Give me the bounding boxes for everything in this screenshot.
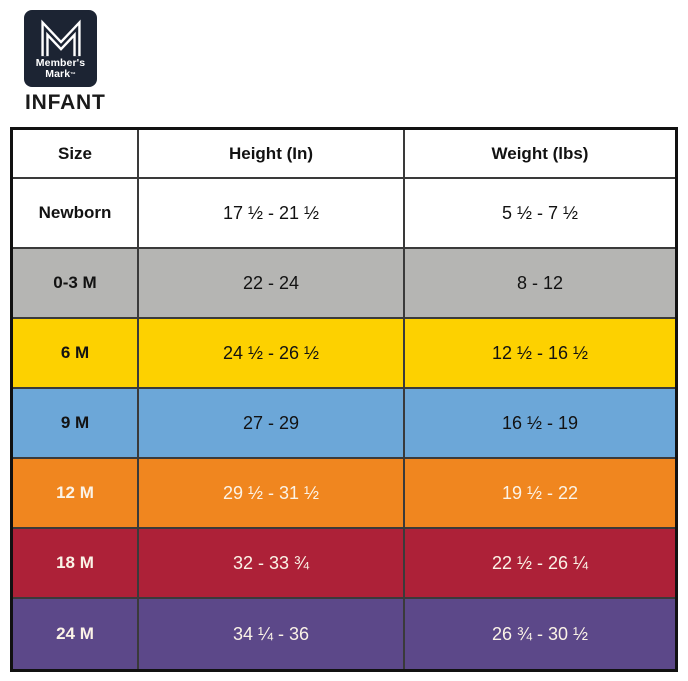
weight-cell: 8 - 12 <box>405 249 675 319</box>
height-cell: 24 ½ - 26 ½ <box>139 319 405 389</box>
logo-wordmark: Member's Mark™ <box>35 56 86 82</box>
height-cell: 32 - 33 ¾ <box>139 529 405 599</box>
height-cell: 17 ½ - 21 ½ <box>139 179 405 249</box>
column-header-size: Size <box>13 130 139 179</box>
members-mark-logo: Member's Mark™ <box>24 10 97 87</box>
weight-cell: 16 ½ - 19 <box>405 389 675 459</box>
column-header-weight: Weight (lbs) <box>405 130 675 179</box>
column-header-height: Height (In) <box>139 130 405 179</box>
logo-text-line2: Mark™ <box>45 68 76 81</box>
page-title: INFANT <box>25 91 106 114</box>
members-mark-m-icon <box>40 19 81 56</box>
weight-cell: 12 ½ - 16 ½ <box>405 319 675 389</box>
size-cell: 9 M <box>13 389 139 459</box>
size-cell: 24 M <box>13 599 139 669</box>
height-cell: 29 ½ - 31 ½ <box>139 459 405 529</box>
logo-text-line1: Member's <box>35 56 86 69</box>
size-cell: 18 M <box>13 529 139 599</box>
infant-size-table: Size Height (In) Weight (lbs) Newborn 17 … <box>10 127 678 672</box>
weight-cell: 5 ½ - 7 ½ <box>405 179 675 249</box>
size-cell: 6 M <box>13 319 139 389</box>
trademark-symbol: ™ <box>70 72 76 79</box>
height-cell: 22 - 24 <box>139 249 405 319</box>
weight-cell: 19 ½ - 22 <box>405 459 675 529</box>
size-cell: Newborn <box>13 179 139 249</box>
height-cell: 34 ¼ - 36 <box>139 599 405 669</box>
size-cell: 0-3 M <box>13 249 139 319</box>
height-cell: 27 - 29 <box>139 389 405 459</box>
weight-cell: 26 ¾ - 30 ½ <box>405 599 675 669</box>
size-cell: 12 M <box>13 459 139 529</box>
weight-cell: 22 ½ - 26 ¼ <box>405 529 675 599</box>
